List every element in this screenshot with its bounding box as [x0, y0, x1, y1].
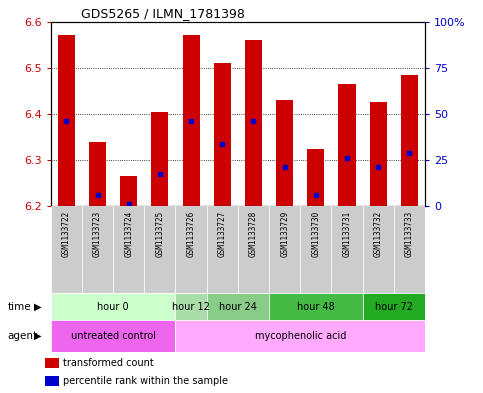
Text: GSM1133727: GSM1133727 — [218, 211, 227, 257]
Text: GDS5265 / ILMN_1781398: GDS5265 / ILMN_1781398 — [81, 7, 244, 20]
Bar — [51, 320, 175, 352]
Text: untreated control: untreated control — [71, 331, 156, 341]
Text: GSM1133733: GSM1133733 — [405, 211, 414, 257]
Bar — [120, 176, 137, 206]
Bar — [151, 112, 169, 206]
Bar — [363, 293, 425, 320]
Text: GSM1133725: GSM1133725 — [156, 211, 164, 257]
Text: GSM1133728: GSM1133728 — [249, 211, 258, 257]
Text: ▶: ▶ — [34, 301, 42, 312]
Text: ▶: ▶ — [34, 331, 42, 341]
Text: GSM1133732: GSM1133732 — [374, 211, 383, 257]
Bar — [45, 376, 59, 386]
Bar — [144, 206, 175, 293]
Bar — [175, 320, 425, 352]
Text: mycophenolic acid: mycophenolic acid — [255, 331, 346, 341]
Text: hour 12: hour 12 — [172, 301, 210, 312]
Bar — [245, 40, 262, 206]
Text: hour 0: hour 0 — [97, 301, 129, 312]
Bar — [213, 63, 231, 206]
Bar — [401, 75, 418, 206]
Text: GSM1133726: GSM1133726 — [186, 211, 196, 257]
Bar — [175, 293, 207, 320]
Text: transformed count: transformed count — [63, 358, 154, 368]
Bar — [175, 206, 207, 293]
Bar — [45, 358, 59, 368]
Bar — [269, 206, 300, 293]
Bar — [82, 206, 113, 293]
Text: hour 24: hour 24 — [219, 301, 257, 312]
Bar — [51, 293, 175, 320]
Bar — [339, 84, 355, 206]
Bar — [307, 149, 325, 206]
Text: GSM1133731: GSM1133731 — [342, 211, 352, 257]
Text: hour 72: hour 72 — [375, 301, 413, 312]
Bar — [331, 206, 363, 293]
Text: GSM1133730: GSM1133730 — [312, 211, 320, 257]
Text: percentile rank within the sample: percentile rank within the sample — [63, 376, 227, 386]
Bar — [394, 206, 425, 293]
Text: GSM1133722: GSM1133722 — [62, 211, 71, 257]
Bar — [207, 206, 238, 293]
Bar — [183, 35, 199, 206]
Text: GSM1133724: GSM1133724 — [124, 211, 133, 257]
Text: agent: agent — [7, 331, 37, 341]
Bar — [300, 206, 331, 293]
Bar — [238, 206, 269, 293]
Bar — [363, 206, 394, 293]
Text: time: time — [7, 301, 31, 312]
Bar — [113, 206, 144, 293]
Bar — [276, 100, 293, 206]
Bar — [51, 206, 82, 293]
Bar — [207, 293, 269, 320]
Bar — [369, 103, 387, 206]
Text: hour 48: hour 48 — [297, 301, 335, 312]
Bar — [58, 35, 75, 206]
Text: GSM1133729: GSM1133729 — [280, 211, 289, 257]
Bar — [269, 293, 363, 320]
Text: GSM1133723: GSM1133723 — [93, 211, 102, 257]
Bar — [89, 141, 106, 206]
